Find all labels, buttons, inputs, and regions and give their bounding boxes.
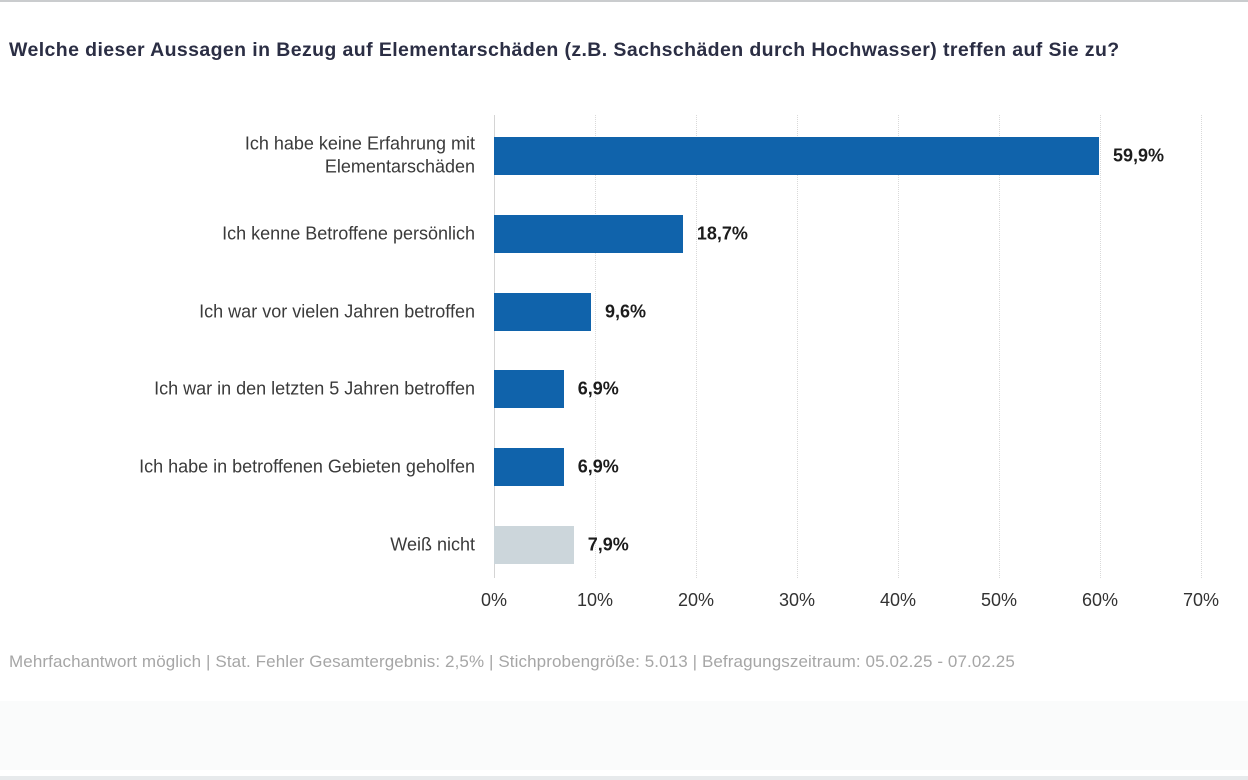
x-tick-label: 30% bbox=[778, 590, 816, 610]
bar-chart: Ich habe keine Erfahrung mit Elementarsc… bbox=[0, 115, 1248, 578]
x-tick-label: 10% bbox=[576, 590, 614, 610]
x-tick-label: 0% bbox=[480, 590, 508, 610]
category-label: Ich habe keine Erfahrung mit Elementarsc… bbox=[244, 133, 475, 177]
plot-area bbox=[494, 115, 1202, 578]
bar-value-label: 59,9% bbox=[1112, 145, 1165, 166]
x-tick-label: 50% bbox=[980, 590, 1018, 610]
bar-value-label: 7,9% bbox=[587, 534, 629, 555]
bar-row: Ich habe in betroffenen Gebieten geholfe… bbox=[0, 448, 1248, 487]
gridline-10% bbox=[595, 115, 596, 578]
x-tick-label: 20% bbox=[677, 590, 715, 610]
bar-value-label: 6,9% bbox=[577, 456, 619, 477]
bar bbox=[494, 370, 564, 409]
gridline-30% bbox=[797, 115, 798, 578]
chart-title: Welche dieser Aussagen in Bezug auf Elem… bbox=[9, 39, 1120, 61]
gridline-20% bbox=[696, 115, 697, 578]
bar-row: Ich war in den letzten 5 Jahren betroffe… bbox=[0, 370, 1248, 409]
bar bbox=[494, 526, 574, 564]
x-axis: 0% 10% 20% 30% 40% 50% 60% 70% bbox=[481, 590, 1219, 614]
category-label: Weiß nicht bbox=[390, 534, 475, 555]
gridline-50% bbox=[999, 115, 1000, 578]
gridline-40% bbox=[898, 115, 899, 578]
survey-meta-footer: Mehrfachantwort möglich | Stat. Fehler G… bbox=[9, 652, 1015, 671]
category-label: Ich war vor vielen Jahren betroffen bbox=[199, 300, 475, 321]
category-label: Ich habe in betroffenen Gebieten geholfe… bbox=[139, 456, 475, 477]
gridline-0% bbox=[494, 115, 495, 578]
gridline-70% bbox=[1201, 115, 1202, 578]
bar bbox=[494, 292, 591, 331]
category-label: Ich kenne Betroffene persönlich bbox=[222, 223, 475, 244]
bottom-edge-line bbox=[0, 776, 1248, 780]
top-border-line bbox=[0, 0, 1248, 2]
category-label: Ich war in den letzten 5 Jahren betroffe… bbox=[154, 378, 475, 399]
bar-value-label: 9,6% bbox=[604, 301, 646, 322]
bar bbox=[494, 137, 1099, 175]
x-tick-label: 40% bbox=[879, 590, 917, 610]
x-tick-label: 60% bbox=[1081, 590, 1119, 610]
bar-row: Ich kenne Betroffene persönlich 18,7% bbox=[0, 214, 1248, 253]
bar-row: Ich war vor vielen Jahren betroffen 9,6% bbox=[0, 292, 1248, 331]
bar-row: Ich habe keine Erfahrung mit Elementarsc… bbox=[0, 134, 1248, 177]
bar bbox=[494, 214, 683, 253]
bar bbox=[494, 448, 564, 487]
bar-value-label: 6,9% bbox=[577, 378, 619, 399]
bottom-band bbox=[0, 701, 1248, 770]
bar-row: Weiß nicht 7,9% bbox=[0, 526, 1248, 564]
bar-value-label: 18,7% bbox=[696, 223, 748, 244]
x-tick-label: 70% bbox=[1182, 590, 1220, 610]
gridline-60% bbox=[1100, 115, 1101, 578]
